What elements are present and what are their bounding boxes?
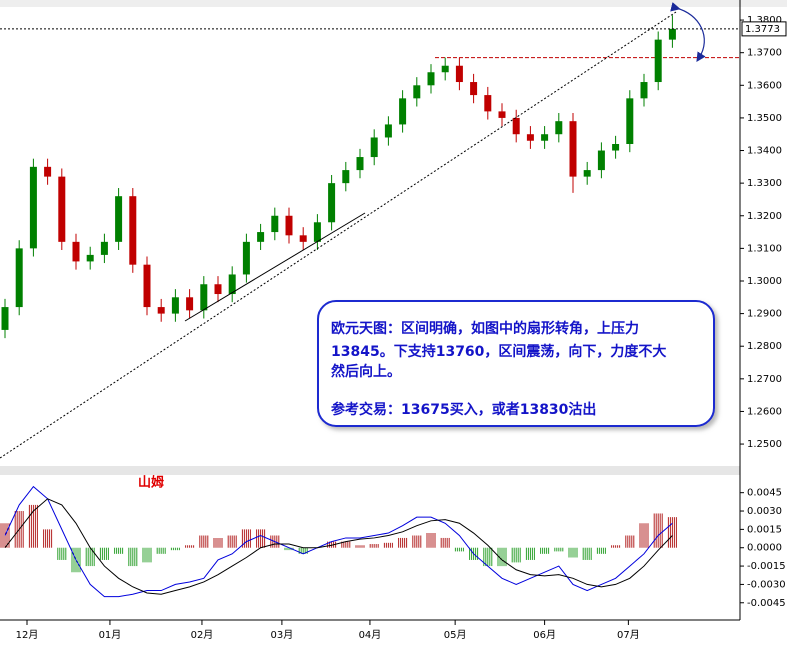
price-panel xyxy=(0,15,740,339)
x-tick-label: 06月 xyxy=(533,629,556,641)
range-arrow xyxy=(670,2,706,63)
y-tick-label: 1.2900 xyxy=(747,309,782,320)
y-tick-label: 1.3100 xyxy=(747,243,782,254)
y-tick-label: 1.3200 xyxy=(747,211,782,222)
x-tick-label: 07月 xyxy=(617,629,640,641)
candle-body xyxy=(541,134,549,141)
last-price-box xyxy=(741,21,787,37)
candle-body xyxy=(285,215,293,236)
candle-body xyxy=(512,117,520,135)
x-tick-label: 03月 xyxy=(271,629,294,641)
candle-body xyxy=(384,124,392,138)
candle-body xyxy=(242,241,250,275)
candle-body xyxy=(427,72,435,86)
candle-body xyxy=(413,85,421,99)
candle-body xyxy=(526,134,534,141)
y-tick-label: 1.2800 xyxy=(747,341,782,352)
y-tick-label: 1.3300 xyxy=(747,178,782,189)
indicator-label: 山姆 xyxy=(138,475,164,491)
macd-line xyxy=(4,485,673,598)
candle-body xyxy=(171,297,179,314)
candle-body xyxy=(129,196,137,265)
candle-body xyxy=(597,150,605,171)
candle-body xyxy=(399,98,407,125)
top-strip xyxy=(0,0,787,7)
y-tick-label: 1.2700 xyxy=(747,374,782,385)
candle-body xyxy=(612,144,620,151)
y-tick-label: 0.0000 xyxy=(747,543,782,554)
x-tick-label: 01月 xyxy=(99,629,122,641)
y-tick-label: 0.0015 xyxy=(747,524,782,535)
y-tick-label: 1.2600 xyxy=(747,406,782,417)
candle-body xyxy=(58,176,66,242)
candle-body xyxy=(484,95,492,112)
annotation-line: 13845。下支持13760，区间震荡，向下，力度不大 xyxy=(331,343,666,360)
candle-body xyxy=(313,222,321,242)
candle-body xyxy=(555,121,563,135)
candle-body xyxy=(100,241,108,255)
x-tick-label: 02月 xyxy=(191,629,214,641)
candle-body xyxy=(271,215,279,233)
candle-body xyxy=(143,264,151,308)
macd-line xyxy=(4,498,673,595)
candle-body xyxy=(44,166,52,177)
x-tick-label: 12月 xyxy=(16,629,39,641)
candle-body xyxy=(328,183,336,223)
candle-body xyxy=(115,196,123,242)
candle-body xyxy=(569,121,577,177)
y-tick-label: 1.2500 xyxy=(747,439,782,450)
annotation-line: 然后向上。 xyxy=(331,363,401,380)
x-tick-label: 05月 xyxy=(444,629,467,641)
y-tick-label: 1.3500 xyxy=(747,113,782,124)
candle-body xyxy=(228,274,236,295)
last-price-label: 1.3773 xyxy=(745,24,780,35)
y-tick-label: 0.0045 xyxy=(747,488,782,499)
candle-body xyxy=(470,82,478,96)
candle-body xyxy=(441,65,449,73)
panel-separator xyxy=(0,466,740,475)
y-tick-label: 1.3800 xyxy=(747,15,782,26)
fan-line-lower xyxy=(184,212,366,322)
y-tick-label: -0.0015 xyxy=(747,561,786,572)
y-tick-label: 1.3600 xyxy=(747,80,782,91)
candle-body xyxy=(186,297,194,311)
annotation-line: 欧元天图：区间明确，如图中的扇形转角，上压力 xyxy=(331,320,639,337)
candle-body xyxy=(640,82,648,99)
fan-line-upper xyxy=(0,11,677,459)
candle-body xyxy=(15,248,23,308)
annotation-box xyxy=(317,300,715,427)
annotation-trade: 参考交易：13675买入，或者13830沽出 xyxy=(331,401,596,418)
y-tick-label: 1.3000 xyxy=(747,276,782,287)
candle-body xyxy=(370,137,378,158)
candle-body xyxy=(626,98,634,145)
candle-body xyxy=(455,65,463,83)
candle-body xyxy=(299,235,307,242)
candle-body xyxy=(356,157,364,171)
candle-body xyxy=(72,241,80,262)
candle-body xyxy=(342,170,350,184)
y-tick-label: 0.0030 xyxy=(747,506,782,517)
candle-body xyxy=(257,232,265,242)
candle-body xyxy=(86,254,94,262)
candle-body xyxy=(498,111,506,118)
candle-body xyxy=(157,307,165,314)
annotation-frame xyxy=(317,300,715,427)
candle-body xyxy=(583,170,591,177)
y-tick-label: -0.0045 xyxy=(747,598,786,609)
candle-body xyxy=(654,39,662,83)
candle-body xyxy=(29,166,37,249)
y-tick-label: -0.0030 xyxy=(747,579,786,590)
macd-panel xyxy=(0,485,677,598)
y-tick-label: 1.3700 xyxy=(747,48,782,59)
candle-body xyxy=(214,284,222,295)
candle-body xyxy=(668,28,676,40)
candle-body xyxy=(1,307,9,330)
candle-body xyxy=(200,284,208,311)
y-tick-label: 1.3400 xyxy=(747,146,782,157)
x-tick-label: 04月 xyxy=(359,629,382,641)
